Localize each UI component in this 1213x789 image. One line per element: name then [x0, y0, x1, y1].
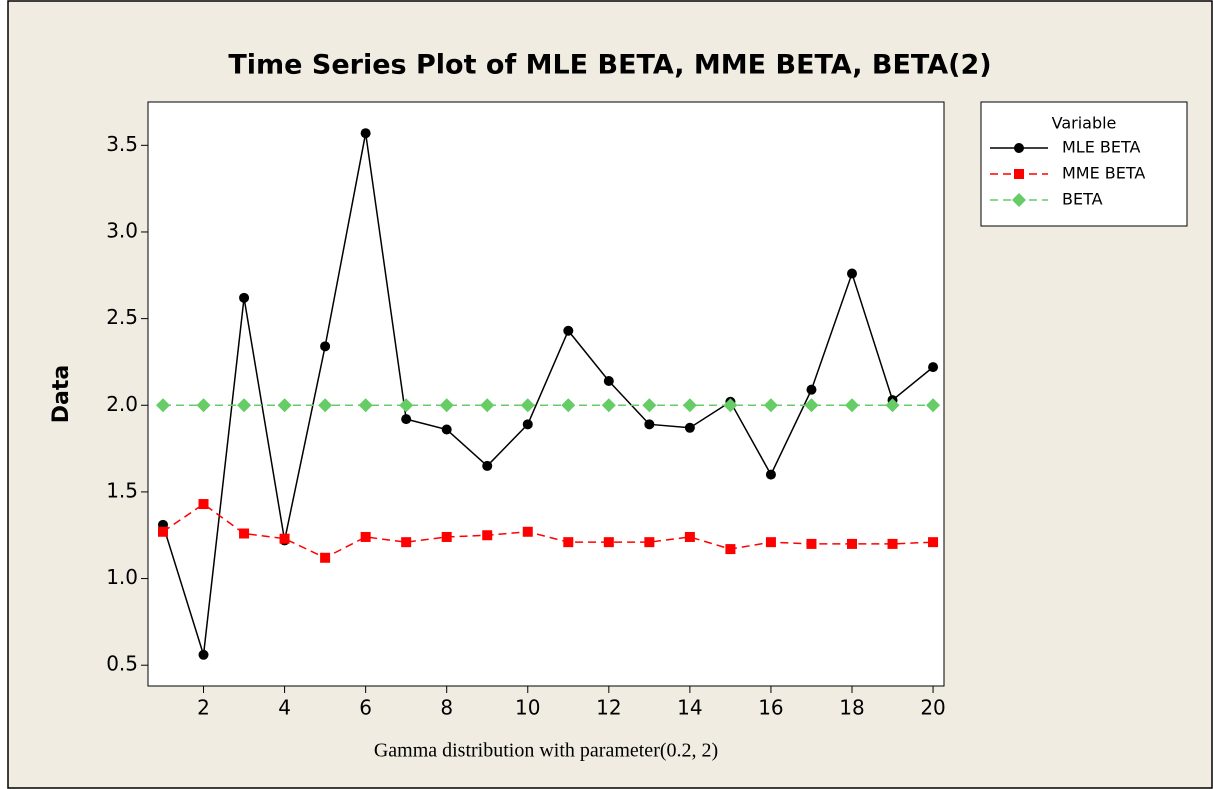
marker	[684, 422, 695, 433]
marker	[358, 398, 373, 413]
marker	[887, 538, 898, 549]
marker	[926, 398, 941, 413]
x-axis-label: Gamma distribution with parameter(0.2, 2…	[374, 740, 718, 762]
marker	[561, 398, 576, 413]
marker	[237, 398, 252, 413]
marker	[441, 531, 452, 542]
chart-title: Time Series Plot of MLE BETA, MME BETA, …	[228, 50, 991, 81]
marker	[482, 460, 493, 471]
marker	[439, 398, 454, 413]
x-tick-label: 4	[278, 696, 291, 720]
marker	[644, 419, 655, 430]
x-tick-label: 2	[197, 696, 210, 720]
y-tick-label: 3.5	[106, 132, 138, 156]
marker	[725, 544, 736, 555]
y-tick-label: 2.5	[106, 305, 138, 329]
y-tick-label: 0.5	[106, 652, 138, 676]
marker	[804, 398, 819, 413]
marker	[723, 398, 738, 413]
marker	[563, 325, 574, 336]
marker	[806, 538, 817, 549]
marker	[401, 537, 412, 548]
marker	[765, 537, 776, 548]
marker	[885, 398, 900, 413]
x-tick-label: 18	[839, 696, 864, 720]
marker	[441, 424, 452, 435]
y-tick-label: 3.0	[106, 218, 138, 242]
marker	[239, 292, 250, 303]
marker	[846, 268, 857, 279]
marker	[320, 341, 331, 352]
x-tick-label: 10	[515, 696, 540, 720]
marker	[1012, 193, 1026, 207]
marker	[642, 398, 657, 413]
y-axis-label: Data	[49, 365, 74, 423]
marker	[1014, 143, 1024, 153]
x-tick-label: 8	[440, 696, 453, 720]
marker	[198, 499, 209, 510]
marker	[198, 649, 209, 660]
x-tick-label: 6	[359, 696, 372, 720]
marker	[318, 398, 333, 413]
marker	[360, 531, 371, 542]
series-line	[162, 503, 934, 559]
marker	[1014, 169, 1024, 179]
marker	[360, 128, 371, 139]
marker	[155, 398, 170, 413]
x-tick-label: 20	[920, 696, 945, 720]
legend-label: BETA	[1062, 190, 1103, 209]
marker	[684, 531, 695, 542]
marker	[603, 537, 614, 548]
series-line	[162, 133, 934, 656]
plot-area	[147, 101, 945, 687]
x-tick-label: 12	[596, 696, 621, 720]
marker	[563, 537, 574, 548]
y-tick-label: 1.5	[106, 478, 138, 502]
marker	[157, 526, 168, 537]
marker	[806, 384, 817, 395]
marker	[601, 398, 616, 413]
marker	[401, 414, 412, 425]
marker	[520, 398, 535, 413]
marker	[239, 528, 250, 539]
legend-label: MME BETA	[1062, 164, 1145, 183]
marker	[522, 526, 533, 537]
marker	[480, 398, 495, 413]
legend-box	[980, 101, 1188, 227]
x-tick-label: 14	[677, 696, 702, 720]
marker	[277, 398, 292, 413]
marker	[644, 537, 655, 548]
marker	[844, 398, 859, 413]
y-tick-label: 1.0	[106, 565, 138, 589]
marker	[196, 398, 211, 413]
marker	[603, 376, 614, 387]
marker	[320, 552, 331, 563]
marker	[846, 538, 857, 549]
marker	[482, 530, 493, 541]
marker	[928, 362, 939, 373]
marker	[928, 537, 939, 548]
marker	[279, 533, 290, 544]
legend-title: Variable	[1052, 114, 1117, 133]
legend-label: MLE BETA	[1062, 138, 1141, 157]
marker	[399, 398, 414, 413]
marker	[763, 398, 778, 413]
marker	[682, 398, 697, 413]
marker	[522, 419, 533, 430]
x-tick-label: 16	[758, 696, 783, 720]
y-tick-label: 2.0	[106, 392, 138, 416]
marker	[765, 469, 776, 480]
